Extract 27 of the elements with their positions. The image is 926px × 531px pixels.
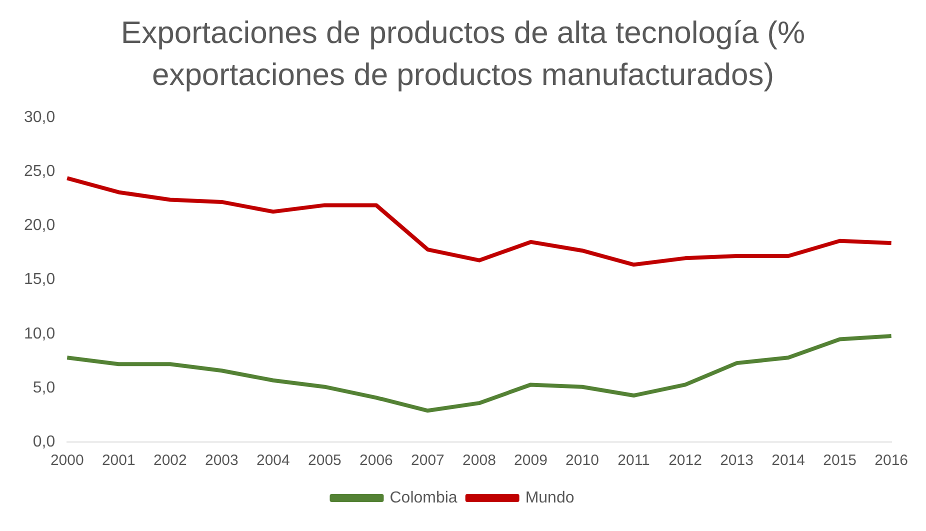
x-tick-label: 2012 [668,452,702,470]
x-tick-label: 2009 [514,452,548,470]
y-tick-label: 25,0 [24,163,56,180]
x-tick-label: 2011 [618,452,650,470]
x-tick-label: 2006 [360,452,393,470]
x-tick-label: 2004 [256,452,290,470]
x-tick-label: 2002 [153,452,187,470]
y-tick-label: 10,0 [24,325,56,342]
x-tick-label: 2008 [462,452,496,470]
y-tick-label: 20,0 [24,217,56,234]
x-tick-label: 2003 [204,452,238,470]
y-tick-label: 0,0 [32,433,56,450]
x-tick-label: 2016 [874,452,908,470]
y-tick-label: 30,0 [24,109,56,126]
legend-label: Mundo [525,489,574,506]
y-tick-label: 15,0 [24,271,56,288]
chart-title: Exportaciones de productos de alta tecnología (% exportaciones de productos manufacturados) [120,14,806,94]
x-tick-label: 2000 [50,452,84,470]
x-tick-label: 2007 [411,452,444,470]
y-tick-label: 5,0 [32,379,56,396]
x-tick-label: 2010 [566,452,599,470]
x-tick-label: 2001 [102,452,136,470]
legend-label: Colombia [390,489,458,506]
x-tick-label: 2013 [720,452,754,470]
x-tick-label: 2005 [308,452,342,470]
x-tick-label: 2015 [823,452,856,470]
x-tick-label: 2014 [772,452,805,470]
